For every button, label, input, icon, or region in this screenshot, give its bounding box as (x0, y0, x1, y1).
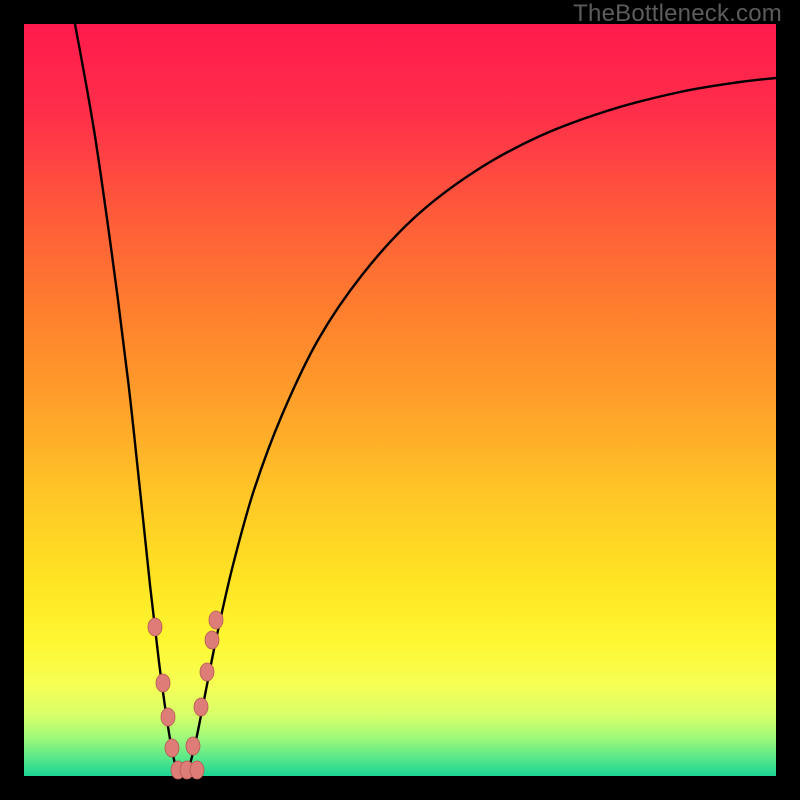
curve-marker (205, 631, 219, 649)
curve-marker (161, 708, 175, 726)
curve-marker (165, 739, 179, 757)
watermark-text: TheBottleneck.com (573, 0, 782, 28)
chart-canvas: TheBottleneck.com (0, 0, 800, 800)
curve-marker (200, 663, 214, 681)
curve-marker (148, 618, 162, 636)
curve-marker (156, 674, 170, 692)
curve-marker (190, 761, 204, 779)
bottleneck-curve (75, 24, 776, 776)
curve-marker (194, 698, 208, 716)
curve-marker (186, 737, 200, 755)
curve-marker (209, 611, 223, 629)
curve-layer (0, 0, 800, 800)
marker-group (148, 611, 223, 779)
